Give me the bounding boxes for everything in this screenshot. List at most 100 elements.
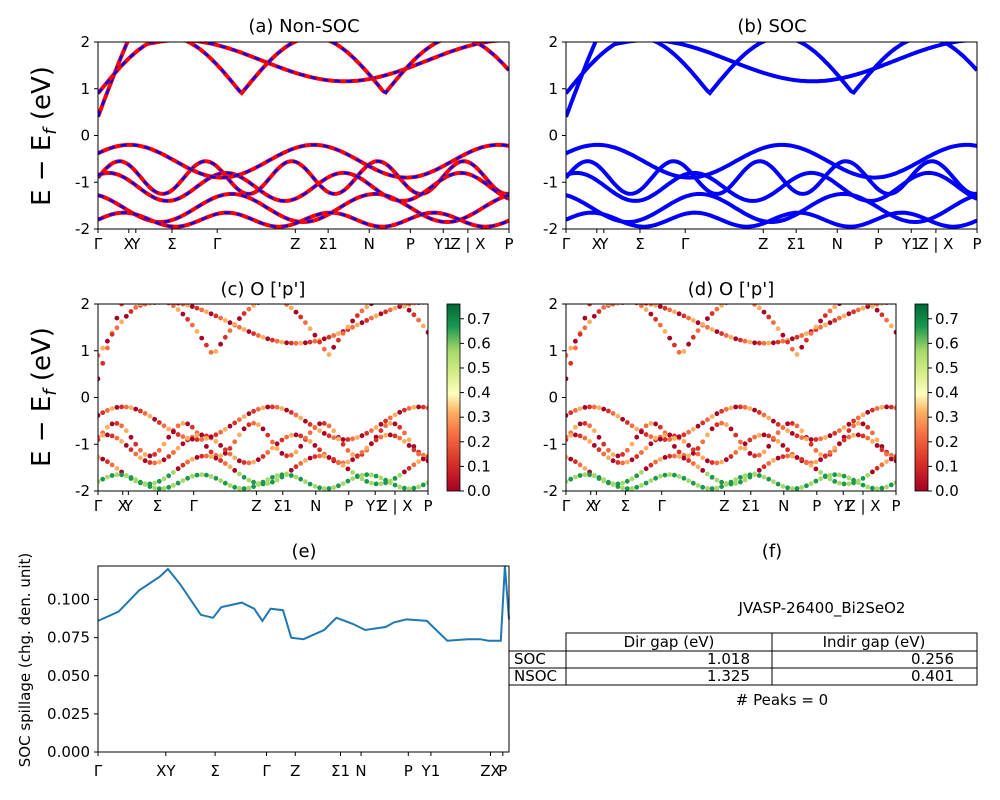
- band-point: [601, 451, 607, 457]
- band-point: [785, 485, 790, 491]
- band-point: [109, 331, 115, 337]
- band-point: [425, 454, 428, 460]
- band-point: [822, 435, 828, 440]
- band-point: [789, 336, 795, 342]
- band-point: [180, 311, 186, 317]
- band-point: [119, 423, 124, 429]
- band-point: [161, 457, 167, 463]
- band-point: [695, 446, 701, 451]
- band-point: [232, 420, 238, 426]
- band-point: [771, 435, 776, 441]
- band-point: [340, 441, 346, 447]
- band-point: [350, 470, 355, 475]
- band-point: [123, 473, 129, 479]
- band-point: [133, 477, 139, 483]
- band-point: [634, 484, 640, 490]
- band-point: [416, 451, 421, 457]
- y-tick-label: 1: [548, 80, 558, 98]
- band-point: [573, 345, 578, 351]
- band-point: [690, 447, 696, 453]
- band-point: [265, 404, 271, 410]
- band-point: [383, 297, 388, 302]
- band-point: [728, 405, 734, 411]
- band-point: [199, 453, 205, 459]
- band-point: [766, 443, 772, 449]
- band-point: [577, 406, 583, 411]
- band-point: [246, 411, 252, 417]
- band-point: [813, 466, 819, 472]
- band-point: [714, 329, 720, 334]
- band-point: [307, 430, 313, 436]
- band-point: [728, 334, 734, 340]
- band-point: [884, 451, 889, 457]
- band-point: [789, 346, 795, 352]
- band-point: [260, 426, 266, 432]
- x-tick-label: Σ: [153, 497, 162, 515]
- band-point: [218, 315, 224, 321]
- band-point: [705, 432, 710, 438]
- band-point: [879, 444, 885, 449]
- band-point: [227, 328, 233, 333]
- band-point: [577, 462, 583, 468]
- y-tick-label: -1: [75, 173, 90, 191]
- band-point: [359, 476, 365, 482]
- band-point: [719, 331, 724, 336]
- table-row-label: SOC: [514, 650, 546, 668]
- band-point: [227, 423, 233, 429]
- band-point: [756, 340, 762, 346]
- band-point: [128, 309, 134, 314]
- band-point: [587, 404, 592, 410]
- band-point: [274, 477, 280, 483]
- band-point: [194, 437, 200, 442]
- band-point: [733, 404, 739, 410]
- band-point: [147, 484, 153, 489]
- band-point: [123, 404, 129, 410]
- band-point: [185, 421, 191, 427]
- band-point: [185, 459, 191, 465]
- band-point: [582, 435, 588, 441]
- band-point: [185, 304, 190, 308]
- band-point: [879, 404, 885, 410]
- x-tick-label: Z: [758, 235, 768, 253]
- band-point: [204, 453, 209, 459]
- x-tick-label: P: [423, 497, 432, 515]
- band-point: [251, 459, 256, 465]
- band-point: [222, 461, 228, 466]
- band-point: [114, 472, 120, 478]
- band-point: [152, 297, 157, 302]
- colorbar-tick-label: 0.0: [467, 482, 491, 500]
- band-point: [566, 376, 569, 382]
- y-tick-label: 1: [80, 342, 90, 360]
- band-point: [114, 405, 120, 410]
- table-header-dir: Dir gap (eV): [624, 633, 715, 651]
- band-point: [639, 469, 644, 475]
- band-point: [133, 451, 139, 457]
- band-point: [733, 481, 739, 486]
- band-point: [336, 331, 341, 336]
- band-point: [406, 304, 412, 307]
- band-point: [246, 306, 252, 312]
- band-point: [100, 360, 106, 366]
- band-point: [114, 435, 120, 441]
- band-point: [194, 305, 200, 311]
- band-point: [742, 338, 748, 344]
- band-point: [893, 480, 896, 485]
- band-point: [813, 448, 819, 453]
- band-point: [714, 422, 720, 428]
- band-point: [378, 481, 384, 487]
- band-point: [123, 428, 129, 434]
- plot-frame: [97, 303, 429, 492]
- band-point: [808, 462, 814, 468]
- band-point: [133, 441, 139, 447]
- band-point: [832, 430, 838, 436]
- band-point: [359, 308, 365, 314]
- band-point: [705, 471, 710, 477]
- band-point: [775, 422, 781, 427]
- band-point: [373, 481, 379, 487]
- band-point: [629, 486, 635, 491]
- band-point: [874, 465, 880, 471]
- band-point: [383, 418, 388, 424]
- band-point: [766, 461, 772, 466]
- band-point: [265, 477, 271, 482]
- band-point: [700, 439, 706, 445]
